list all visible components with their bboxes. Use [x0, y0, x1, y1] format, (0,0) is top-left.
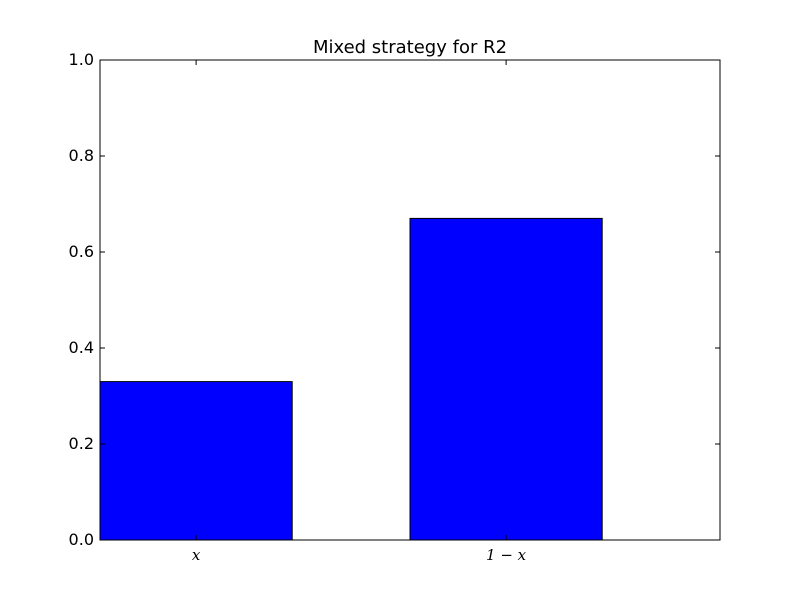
ytick-label-2: 0.4: [69, 338, 94, 357]
plot-frame: [99, 59, 721, 541]
ticks-layer: x 1 − x 0.0 0.2 0.4 0.6 0.8 1.0: [69, 50, 720, 564]
ytick-label-5: 1.0: [69, 50, 94, 69]
ytick-label-1: 0.2: [69, 434, 94, 453]
bar-0: [99, 381, 293, 541]
ytick-label-4: 0.8: [69, 146, 94, 165]
ytick-label-0: 0.0: [69, 530, 94, 549]
bar-1: [409, 217, 603, 541]
bars-layer: [99, 217, 603, 541]
chart-title: Mixed strategy for R2: [313, 37, 507, 58]
xtick-label-0: x: [192, 546, 201, 564]
xtick-label-1: 1 − x: [486, 546, 527, 564]
ytick-label-3: 0.6: [69, 242, 94, 261]
